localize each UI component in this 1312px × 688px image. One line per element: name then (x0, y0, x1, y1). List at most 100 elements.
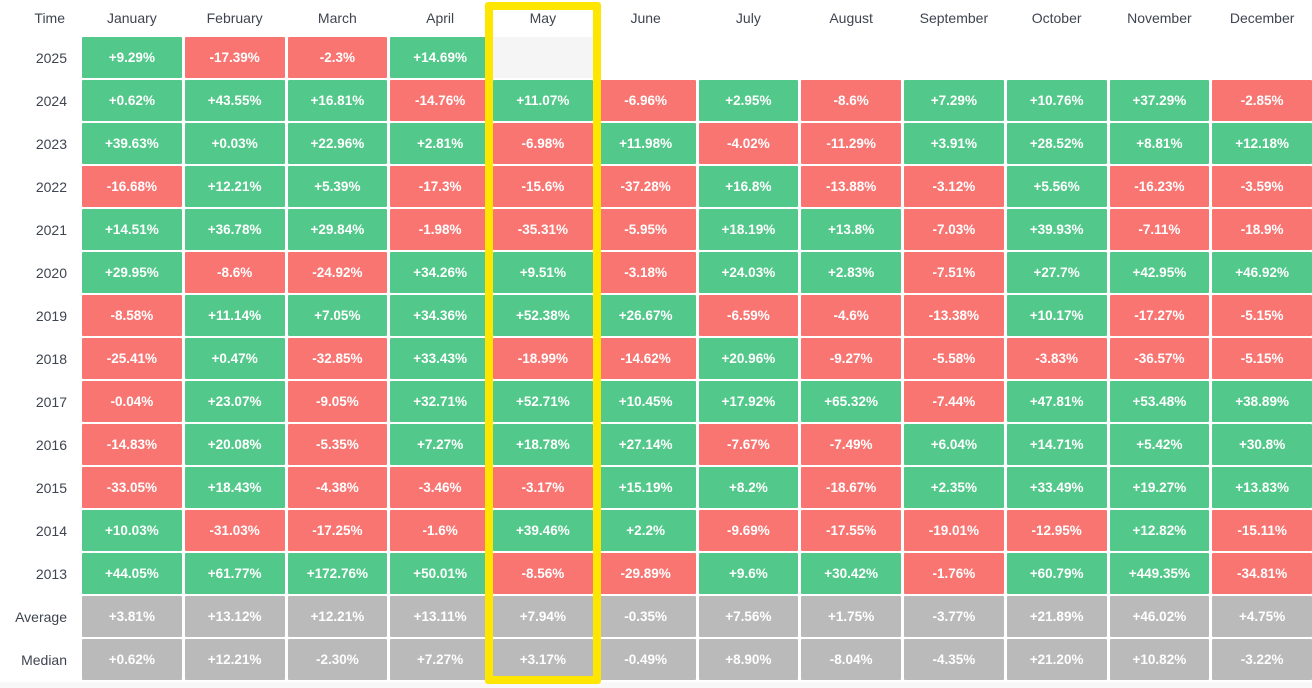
row-label-2018: 2018 (35, 350, 67, 367)
row-label-2023: 2023 (35, 135, 67, 152)
table-cell: +7.94% (493, 596, 593, 637)
table-cell: +8.81% (1109, 123, 1210, 164)
table-cell: -9.69% (698, 510, 799, 551)
table-cell: +21.20% (1006, 639, 1107, 680)
empty-slot (1007, 37, 1107, 78)
row-label-2024: 2024 (35, 92, 67, 109)
column-header-april: April (426, 9, 455, 26)
table-cell: +37.29% (1109, 80, 1210, 121)
table-cell: -12.95% (1006, 510, 1107, 551)
table-cell: -9.27% (801, 338, 901, 379)
column-header-may: May (529, 9, 557, 26)
empty-slot (699, 37, 799, 78)
row-label-2022: 2022 (35, 178, 67, 195)
table-cell: +7.56% (698, 596, 799, 637)
table-cell: -2.85% (1212, 80, 1312, 121)
table-cell: +13.8% (801, 209, 901, 250)
table-cell: -5.58% (904, 338, 1004, 379)
table-cell: +2.81% (390, 123, 490, 164)
table-cell: -18.9% (1212, 209, 1312, 250)
column-header-march: March (317, 9, 357, 26)
table-cell: -8.04% (801, 639, 901, 680)
table-cell: -17.55% (801, 510, 901, 551)
table-cell: +19.27% (1109, 467, 1210, 508)
table-cell: +28.52% (1006, 123, 1107, 164)
table-cell: +18.19% (698, 209, 799, 250)
row-label-2015: 2015 (35, 479, 67, 496)
table-cell: -3.46% (390, 467, 490, 508)
table-cell: -9.05% (287, 381, 388, 422)
row-label-2021: 2021 (35, 221, 67, 238)
table-cell: +15.19% (595, 467, 696, 508)
table-cell: +61.77% (184, 553, 285, 594)
table-cell: -13.88% (801, 166, 901, 207)
table-cell: -5.95% (595, 209, 696, 250)
table-cell: +12.21% (184, 639, 285, 680)
table-cell: -18.99% (493, 338, 593, 379)
table-cell: +11.07% (493, 80, 593, 121)
table-cell: -8.58% (82, 295, 182, 336)
table-cell: +65.32% (801, 381, 901, 422)
column-header-june: June (630, 9, 661, 26)
table-cell: +2.83% (801, 252, 901, 293)
table-cell: +52.71% (493, 381, 593, 422)
row-label-2019: 2019 (35, 307, 67, 324)
table-cell: +7.05% (287, 295, 388, 336)
table-cell: +3.91% (904, 123, 1004, 164)
row-label-average: Average (15, 608, 67, 625)
table-cell: +16.81% (287, 80, 388, 121)
table-cell: +10.17% (1006, 295, 1107, 336)
table-cell: +38.89% (1212, 381, 1312, 422)
table-cell: +13.12% (184, 596, 285, 637)
table-cell: -14.62% (595, 338, 696, 379)
table-cell: +8.90% (698, 639, 799, 680)
table-cell: +21.89% (1006, 596, 1107, 637)
column-header-july: July (735, 9, 761, 26)
table-cell: -5.15% (1212, 338, 1312, 379)
table-cell: -32.85% (287, 338, 388, 379)
table-cell: +12.18% (1212, 123, 1312, 164)
table-cell: +7.27% (390, 424, 490, 465)
table-cell: +10.03% (82, 510, 182, 551)
table-cell: +10.45% (595, 381, 696, 422)
table-cell: +2.95% (698, 80, 799, 121)
table-cell: +42.95% (1109, 252, 1210, 293)
table-cell: +11.14% (184, 295, 285, 336)
table-cell: -15.11% (1212, 510, 1312, 551)
table-cell: +12.21% (184, 166, 285, 207)
table-cell: +5.39% (287, 166, 388, 207)
table-cell: +29.95% (82, 252, 182, 293)
row-label-2013: 2013 (35, 565, 67, 582)
row-label-median: Median (21, 651, 67, 668)
table-cell: +22.96% (287, 123, 388, 164)
empty-slot (904, 37, 1004, 78)
table-cell: +0.47% (184, 338, 285, 379)
table-cell: +18.78% (493, 424, 593, 465)
column-header-february: February (206, 9, 263, 26)
table-cell: +1.75% (801, 596, 901, 637)
column-header-november: November (1127, 9, 1192, 26)
row-label-2016: 2016 (35, 436, 67, 453)
row-label-2014: 2014 (35, 522, 67, 539)
table-cell: +11.98% (595, 123, 696, 164)
table-cell: -2.30% (287, 639, 388, 680)
empty-slot (1212, 37, 1312, 78)
row-label-2017: 2017 (35, 393, 67, 410)
table-cell: -29.89% (595, 553, 696, 594)
table-cell: +449.35% (1109, 553, 1210, 594)
table-cell: -6.96% (595, 80, 696, 121)
table-cell: +2.35% (904, 467, 1004, 508)
table-cell: -4.02% (698, 123, 799, 164)
table-cell: +172.76% (287, 553, 388, 594)
table-cell: +7.29% (904, 80, 1004, 121)
column-header-august: August (829, 9, 873, 26)
table-cell: -34.81% (1212, 553, 1312, 594)
table-cell: +5.42% (1109, 424, 1210, 465)
table-cell: +9.6% (698, 553, 799, 594)
table-cell: +13.83% (1212, 467, 1312, 508)
table-cell: -24.92% (287, 252, 388, 293)
table-cell: -6.98% (493, 123, 593, 164)
table-cell: +52.38% (493, 295, 593, 336)
table-cell: +2.2% (595, 510, 696, 551)
table-cell: +17.92% (698, 381, 799, 422)
